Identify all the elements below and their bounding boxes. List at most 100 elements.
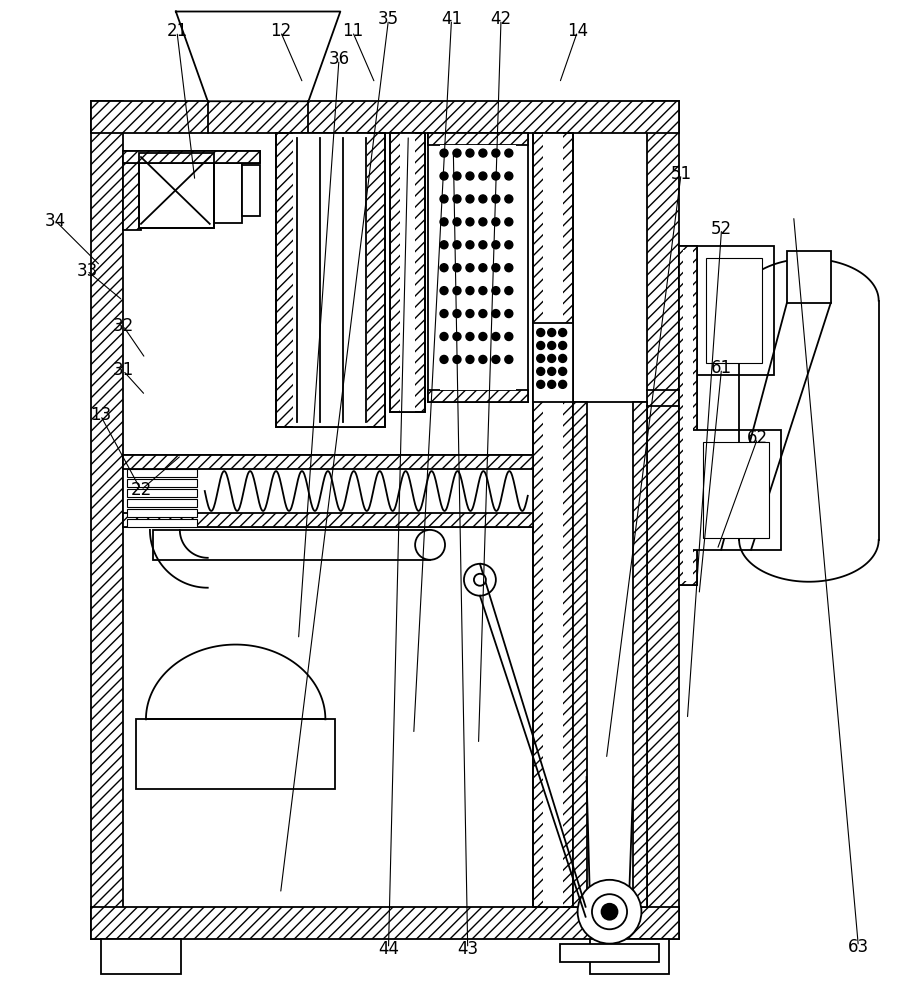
Circle shape	[439, 287, 447, 295]
Text: 52: 52	[710, 220, 732, 238]
Text: 21: 21	[166, 22, 188, 40]
Circle shape	[465, 218, 474, 226]
Circle shape	[492, 264, 500, 272]
Circle shape	[465, 287, 474, 295]
Text: 22: 22	[130, 481, 152, 499]
Circle shape	[478, 355, 486, 363]
Circle shape	[453, 264, 460, 272]
Bar	[532, 133, 572, 907]
Circle shape	[558, 329, 566, 337]
Circle shape	[548, 380, 555, 388]
Text: 33: 33	[76, 262, 97, 280]
Bar	[214, 158, 242, 223]
Bar	[123, 513, 532, 527]
Text: 32: 32	[112, 317, 133, 335]
Bar	[127, 489, 197, 497]
Circle shape	[465, 241, 474, 249]
Circle shape	[474, 574, 485, 586]
Circle shape	[548, 329, 555, 337]
Text: 62: 62	[746, 429, 768, 447]
Circle shape	[453, 195, 460, 203]
Circle shape	[453, 172, 460, 180]
Circle shape	[453, 241, 460, 249]
Circle shape	[558, 367, 566, 375]
Bar	[293, 133, 367, 427]
Circle shape	[504, 310, 512, 318]
Bar	[705, 258, 761, 363]
Bar	[123, 133, 647, 907]
Text: 36: 36	[328, 50, 349, 68]
Bar	[694, 246, 773, 375]
Bar	[572, 402, 647, 907]
Circle shape	[548, 354, 555, 362]
Circle shape	[453, 287, 460, 295]
Circle shape	[558, 380, 566, 388]
Circle shape	[504, 287, 512, 295]
Bar	[400, 133, 415, 412]
Bar	[428, 133, 527, 402]
Bar	[678, 246, 696, 585]
Circle shape	[453, 149, 460, 157]
Circle shape	[465, 195, 474, 203]
Circle shape	[439, 264, 447, 272]
Bar	[428, 133, 527, 145]
Circle shape	[601, 904, 617, 920]
Circle shape	[504, 149, 512, 157]
Circle shape	[492, 195, 500, 203]
Circle shape	[478, 172, 486, 180]
Circle shape	[478, 287, 486, 295]
Circle shape	[558, 354, 566, 362]
Circle shape	[536, 380, 544, 388]
Circle shape	[504, 195, 512, 203]
Circle shape	[492, 241, 500, 249]
Bar	[390, 133, 425, 412]
Bar	[123, 151, 259, 163]
Circle shape	[453, 310, 460, 318]
Circle shape	[478, 241, 486, 249]
Circle shape	[465, 355, 474, 363]
Bar	[127, 479, 197, 487]
Bar	[678, 246, 696, 585]
Circle shape	[465, 149, 474, 157]
Bar	[127, 499, 197, 507]
Text: 12: 12	[270, 22, 290, 40]
Circle shape	[577, 880, 640, 944]
Circle shape	[465, 333, 474, 340]
Bar	[91, 907, 678, 939]
Circle shape	[492, 355, 500, 363]
Circle shape	[465, 172, 474, 180]
Bar	[532, 133, 572, 907]
Bar	[136, 719, 335, 789]
Circle shape	[504, 218, 512, 226]
Text: 63: 63	[847, 938, 868, 956]
Circle shape	[504, 241, 512, 249]
Text: 13: 13	[89, 406, 111, 424]
Bar	[559, 944, 658, 962]
Text: 51: 51	[670, 165, 691, 183]
Bar	[787, 251, 830, 303]
Bar	[123, 151, 141, 230]
Circle shape	[439, 241, 447, 249]
Text: 14: 14	[566, 22, 587, 40]
Polygon shape	[146, 645, 325, 719]
Circle shape	[453, 355, 460, 363]
Circle shape	[415, 530, 445, 560]
Circle shape	[465, 310, 474, 318]
Bar	[572, 402, 586, 907]
Circle shape	[504, 355, 512, 363]
Bar	[139, 153, 214, 228]
Circle shape	[492, 287, 500, 295]
Bar	[152, 530, 429, 560]
Text: 42: 42	[490, 10, 511, 28]
Bar	[127, 469, 197, 477]
Circle shape	[439, 195, 447, 203]
Circle shape	[536, 329, 544, 337]
Circle shape	[504, 333, 512, 340]
Text: 31: 31	[112, 361, 133, 379]
Circle shape	[536, 367, 544, 375]
Bar	[647, 101, 678, 939]
Circle shape	[439, 172, 447, 180]
Bar	[127, 509, 197, 517]
Bar	[683, 250, 693, 581]
Bar	[275, 133, 385, 427]
